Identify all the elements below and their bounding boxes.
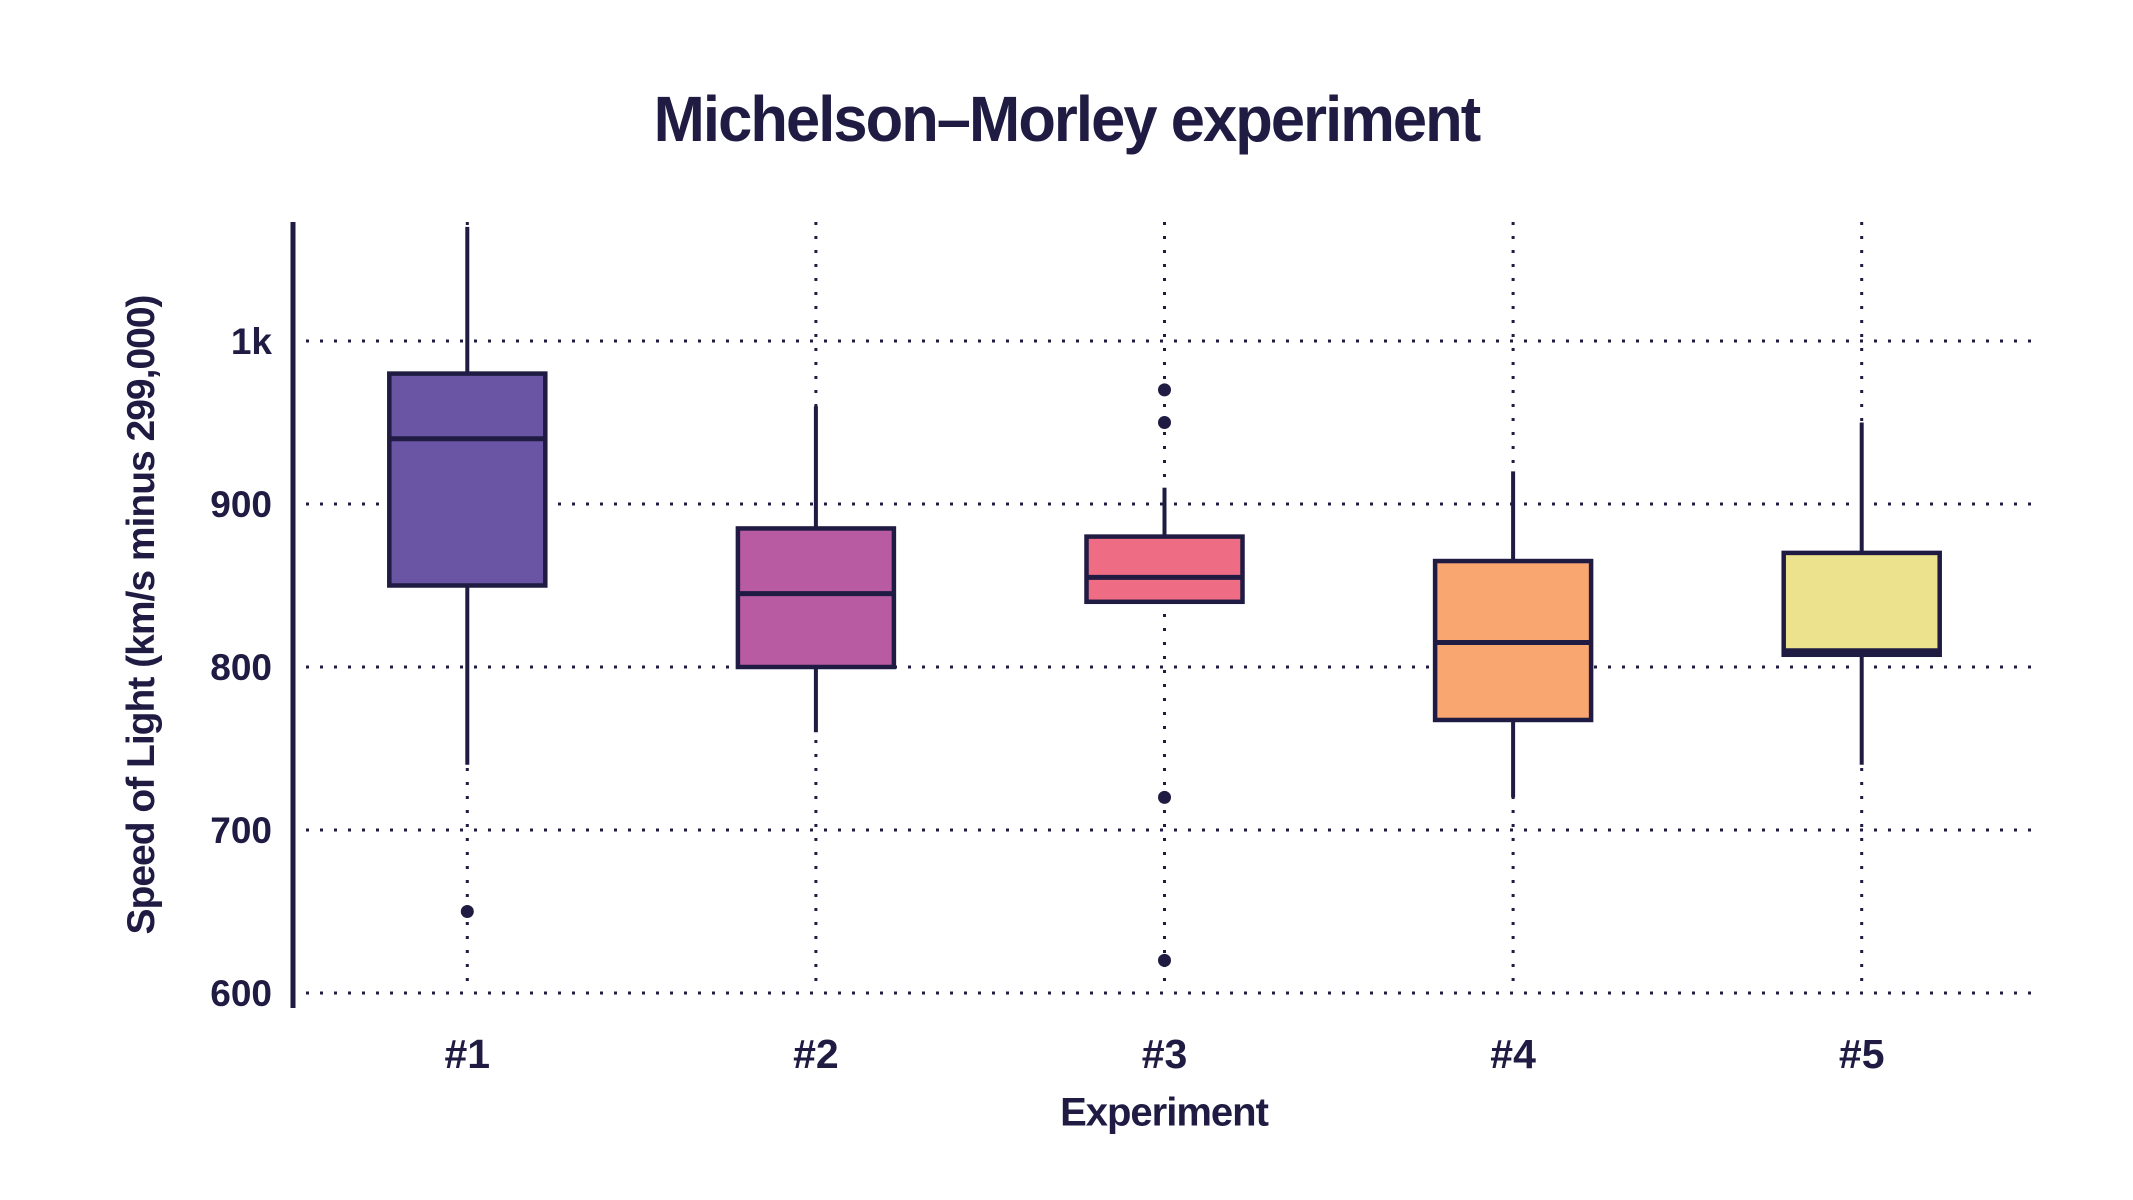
outlier-dot[interactable] xyxy=(1158,790,1171,804)
outlier-dot[interactable] xyxy=(460,905,474,919)
x-tick-label: #1 xyxy=(444,1031,490,1077)
x-axis-title: Experiment xyxy=(1060,1090,1269,1135)
x-tick-label: #2 xyxy=(793,1031,839,1077)
box-3[interactable] xyxy=(1084,534,1245,605)
y-tick-label: 700 xyxy=(210,810,272,851)
y-tick-label: 800 xyxy=(210,647,272,688)
outlier-dot[interactable] xyxy=(1158,415,1171,429)
box-2[interactable] xyxy=(735,526,897,670)
y-tick-label: 600 xyxy=(210,973,272,1014)
y-tick-label: 1k xyxy=(231,321,273,362)
outlier-dot[interactable] xyxy=(1158,383,1171,397)
x-tick-label: #3 xyxy=(1142,1031,1188,1077)
box-1[interactable] xyxy=(387,371,548,588)
outlier-dot[interactable] xyxy=(1158,953,1171,967)
x-tick-label: #5 xyxy=(1839,1031,1885,1077)
chart-title: Michelson–Morley experiment xyxy=(653,83,1482,155)
box-5[interactable] xyxy=(1781,550,1942,658)
y-tick-label: 900 xyxy=(210,484,272,525)
x-tick-label: #4 xyxy=(1490,1031,1536,1077)
